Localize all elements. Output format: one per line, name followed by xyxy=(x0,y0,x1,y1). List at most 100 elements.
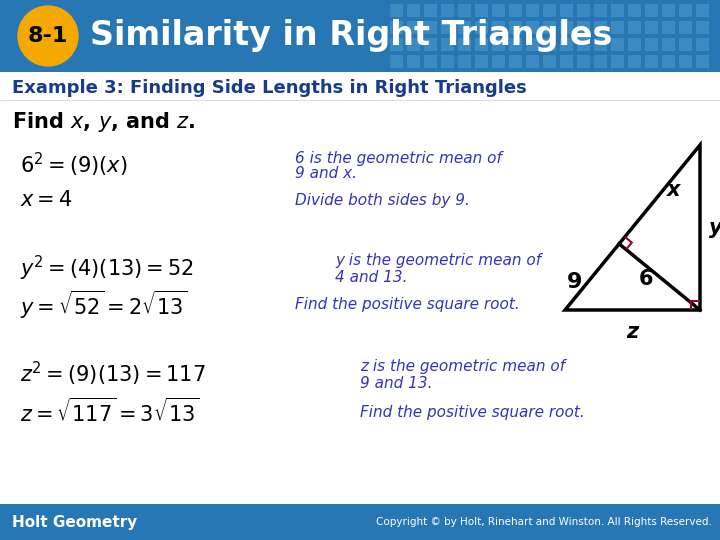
Bar xyxy=(696,38,709,51)
Bar xyxy=(543,21,556,34)
Bar xyxy=(594,21,607,34)
Bar xyxy=(577,21,590,34)
Bar xyxy=(696,4,709,17)
Text: y: y xyxy=(709,218,720,238)
Bar xyxy=(560,38,573,51)
Bar xyxy=(611,21,624,34)
Bar xyxy=(662,21,675,34)
Bar xyxy=(0,0,720,72)
Bar xyxy=(526,4,539,17)
Bar xyxy=(390,55,403,68)
Bar xyxy=(526,38,539,51)
Text: Find the positive square root.: Find the positive square root. xyxy=(360,404,585,420)
Bar xyxy=(407,4,420,17)
Bar xyxy=(407,21,420,34)
Bar xyxy=(628,55,641,68)
Bar xyxy=(441,38,454,51)
Bar xyxy=(662,4,675,17)
Bar xyxy=(611,38,624,51)
Text: 9: 9 xyxy=(567,272,582,292)
Bar xyxy=(594,38,607,51)
Text: $z = \sqrt{117} = 3\sqrt{13}$: $z = \sqrt{117} = 3\sqrt{13}$ xyxy=(20,398,199,426)
Bar xyxy=(424,38,437,51)
Bar xyxy=(594,4,607,17)
Text: x: x xyxy=(667,180,680,200)
Bar xyxy=(509,55,522,68)
Bar xyxy=(492,21,505,34)
Text: Example 3: Finding Side Lengths in Right Triangles: Example 3: Finding Side Lengths in Right… xyxy=(12,79,527,97)
Bar xyxy=(492,55,505,68)
Bar xyxy=(662,55,675,68)
Text: $x = 4$: $x = 4$ xyxy=(20,190,73,210)
Text: z is the geometric mean of: z is the geometric mean of xyxy=(360,360,565,375)
Bar xyxy=(679,38,692,51)
Text: Similarity in Right Triangles: Similarity in Right Triangles xyxy=(90,19,613,52)
Bar xyxy=(628,21,641,34)
Bar xyxy=(475,55,488,68)
Bar xyxy=(424,55,437,68)
Bar xyxy=(475,38,488,51)
Text: z: z xyxy=(626,322,639,342)
Text: 6 is the geometric mean of: 6 is the geometric mean of xyxy=(295,151,502,165)
Bar xyxy=(560,55,573,68)
Text: 9 and 13.: 9 and 13. xyxy=(360,375,433,390)
Text: $6^2 = (9)(x)$: $6^2 = (9)(x)$ xyxy=(20,151,127,179)
Bar xyxy=(628,38,641,51)
Text: y is the geometric mean of: y is the geometric mean of xyxy=(335,253,541,268)
Bar xyxy=(696,21,709,34)
Bar xyxy=(458,55,471,68)
Bar xyxy=(492,38,505,51)
Text: 6: 6 xyxy=(639,269,653,289)
Text: Divide both sides by 9.: Divide both sides by 9. xyxy=(295,192,470,207)
Bar xyxy=(577,4,590,17)
Bar xyxy=(645,55,658,68)
Bar xyxy=(492,4,505,17)
Bar xyxy=(543,55,556,68)
Bar xyxy=(645,21,658,34)
Bar xyxy=(696,55,709,68)
Text: 9 and x.: 9 and x. xyxy=(295,166,357,181)
Bar xyxy=(679,55,692,68)
Bar xyxy=(526,55,539,68)
Bar xyxy=(458,4,471,17)
Bar xyxy=(560,4,573,17)
Bar xyxy=(679,21,692,34)
Bar xyxy=(475,21,488,34)
Text: Holt Geometry: Holt Geometry xyxy=(12,515,138,530)
Bar xyxy=(611,4,624,17)
Bar xyxy=(577,38,590,51)
Bar xyxy=(679,4,692,17)
Bar xyxy=(407,55,420,68)
Bar xyxy=(0,504,720,540)
Bar xyxy=(458,38,471,51)
Bar xyxy=(390,21,403,34)
Bar xyxy=(543,4,556,17)
Bar xyxy=(509,4,522,17)
Bar xyxy=(645,38,658,51)
Text: 4 and 13.: 4 and 13. xyxy=(335,269,408,285)
Bar xyxy=(441,4,454,17)
Bar xyxy=(645,4,658,17)
Text: Copyright © by Holt, Rinehart and Winston. All Rights Reserved.: Copyright © by Holt, Rinehart and Winsto… xyxy=(376,517,712,527)
Bar xyxy=(441,55,454,68)
Text: Find the positive square root.: Find the positive square root. xyxy=(295,298,520,313)
Bar xyxy=(577,55,590,68)
Bar xyxy=(560,21,573,34)
Bar xyxy=(424,21,437,34)
Bar xyxy=(509,21,522,34)
Text: $y^2 = (4)(13) = 52$: $y^2 = (4)(13) = 52$ xyxy=(20,253,194,282)
Bar xyxy=(475,4,488,17)
Bar xyxy=(390,38,403,51)
Bar xyxy=(543,38,556,51)
Bar xyxy=(424,4,437,17)
Text: $y = \sqrt{52} = 2\sqrt{13}$: $y = \sqrt{52} = 2\sqrt{13}$ xyxy=(20,289,188,321)
Bar xyxy=(628,4,641,17)
Text: 8-1: 8-1 xyxy=(28,26,68,46)
Bar xyxy=(509,38,522,51)
Text: $z^2 = (9)(13) = 117$: $z^2 = (9)(13) = 117$ xyxy=(20,360,206,388)
Bar xyxy=(526,21,539,34)
Bar xyxy=(611,55,624,68)
Bar xyxy=(407,38,420,51)
Bar xyxy=(441,21,454,34)
Circle shape xyxy=(18,6,78,66)
